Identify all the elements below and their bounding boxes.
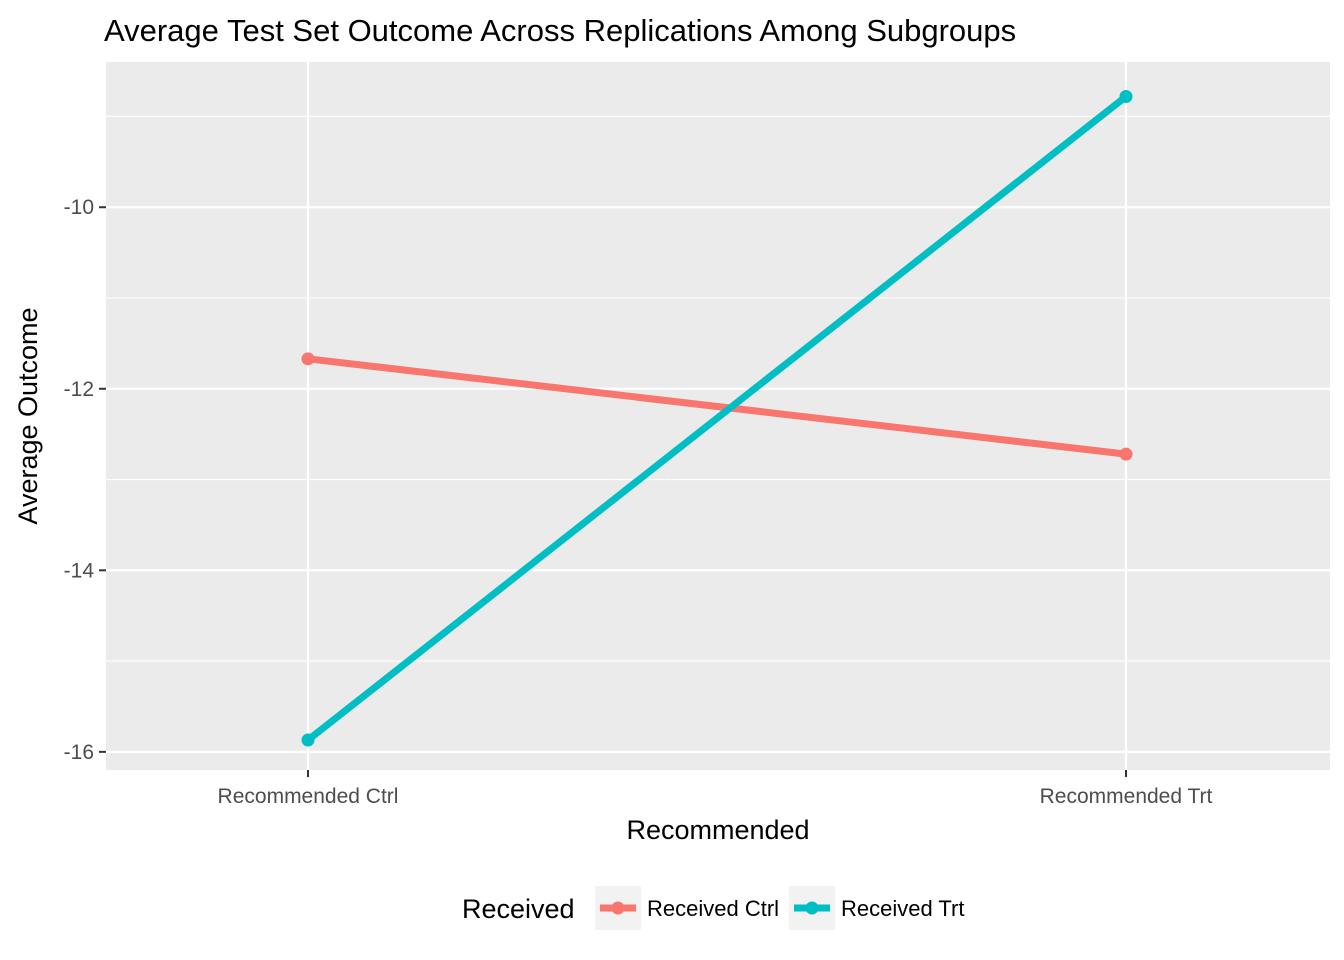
grid-layer (106, 62, 1330, 770)
legend: Received Received Ctrl Received Trt (462, 886, 965, 930)
data-point (301, 733, 315, 747)
data-point (1119, 447, 1133, 461)
data-point (1119, 89, 1133, 103)
legend-items: Received Ctrl Received Trt (595, 886, 965, 930)
chart-title: Average Test Set Outcome Across Replicat… (104, 13, 1016, 48)
y-tick-label: -12 (64, 378, 94, 401)
legend-label: Received Ctrl (647, 896, 779, 921)
y-tick-label: -10 (64, 196, 94, 219)
legend-point (805, 901, 819, 915)
legend-point (611, 901, 625, 915)
legend-title: Received (462, 894, 575, 924)
x-axis-title: Recommended (626, 815, 809, 845)
axis-layer: -16 -14 -12 -10 Recommended Ctrl Recommended … (64, 196, 1213, 808)
x-tick-label: Recommended Trt (1040, 785, 1213, 808)
data-point (301, 352, 315, 366)
y-axis-title: Average Outcome (13, 307, 43, 524)
y-tick-label: -14 (64, 559, 95, 582)
series-layer (301, 89, 1133, 747)
series-line-0 (304, 355, 1130, 458)
legend-label: Received Trt (841, 896, 965, 921)
series-line-1 (304, 92, 1130, 744)
y-tick-label: -16 (64, 741, 94, 764)
x-tick-label: Recommended Ctrl (218, 785, 399, 808)
